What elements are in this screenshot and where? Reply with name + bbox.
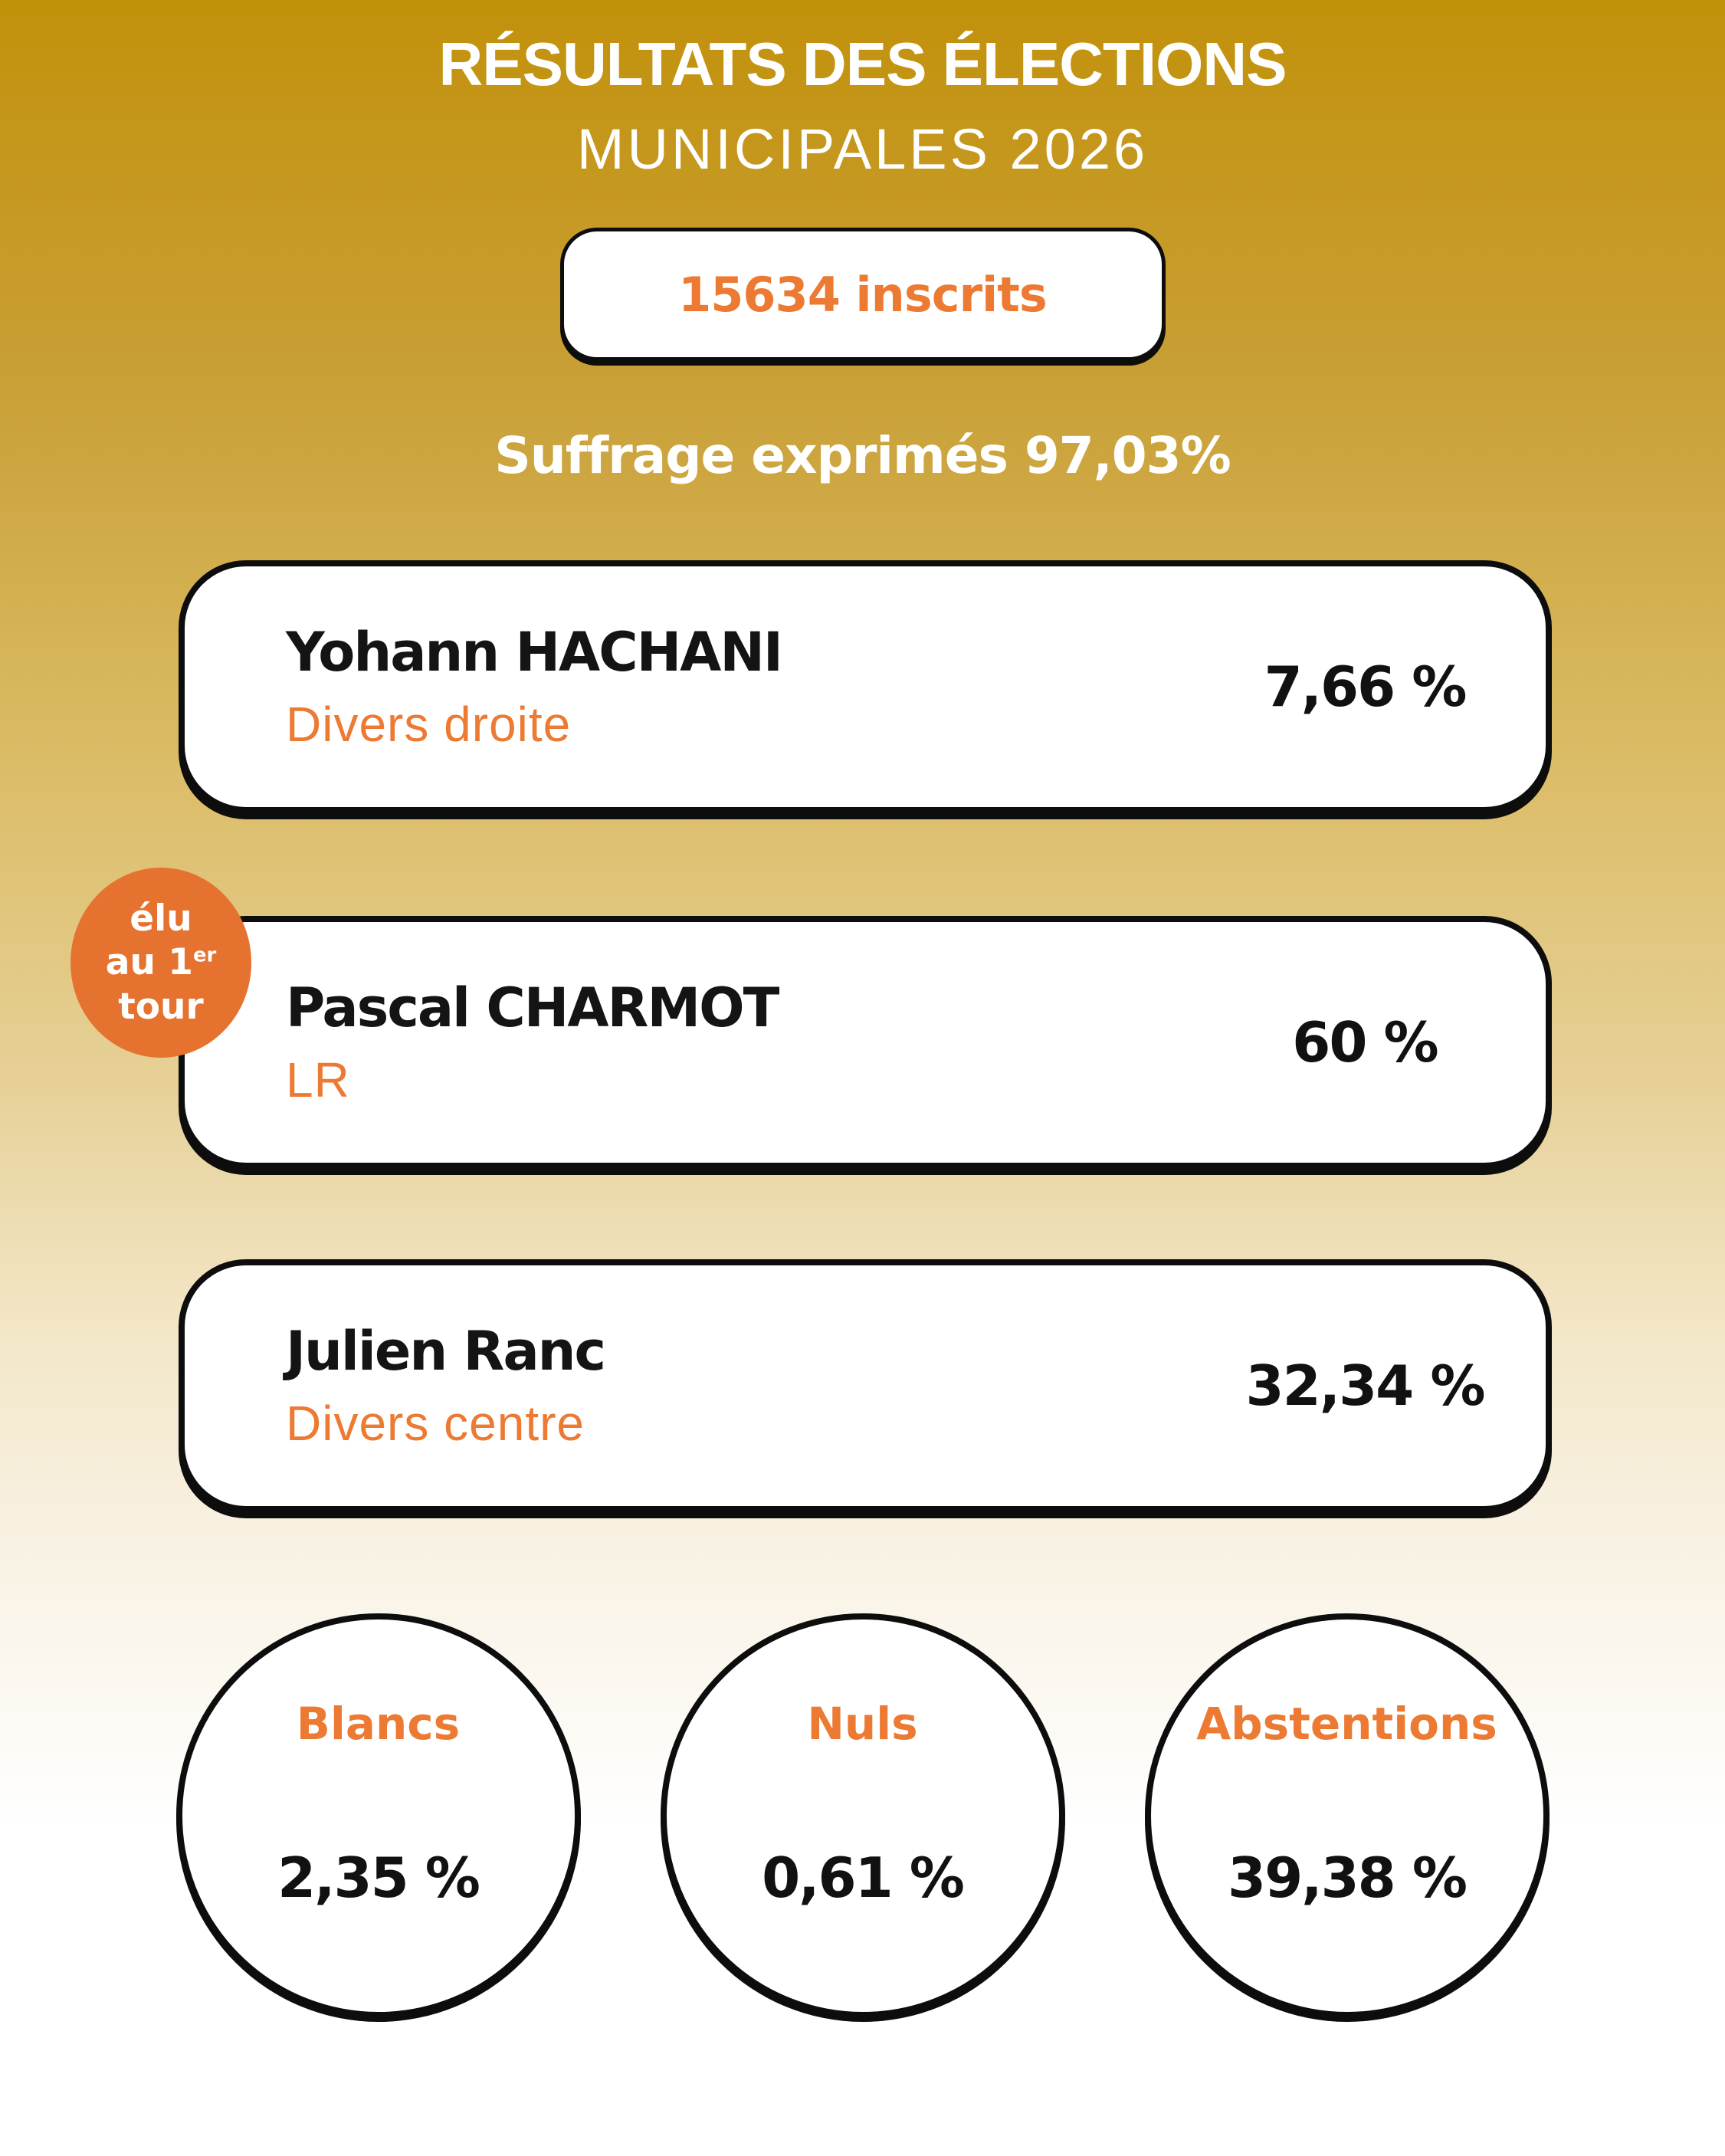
badge-line-2: au 1er [105, 941, 217, 984]
stat-label: Nuls [807, 1698, 918, 1750]
candidate-party: LR [286, 1052, 350, 1108]
stat-value: 39,38 % [1228, 1846, 1468, 1910]
candidate-party: Divers centre [286, 1396, 585, 1451]
stat-label: Abstentions [1196, 1698, 1497, 1750]
stat-circle-abstentions: Abstentions 39,38 % [1144, 1613, 1550, 2018]
elected-first-round-badge: élu au 1er tour [71, 868, 251, 1058]
page-title: RÉSULTATS DES ÉLECTIONS [438, 30, 1287, 98]
stat-circle-blancs: Blancs 2,35 % [175, 1613, 581, 2018]
registered-voters-pill: 15634 inscrits [559, 228, 1166, 361]
candidate-score: 32,34 % [1245, 1354, 1486, 1418]
candidate-info: Julien Ranc Divers centre [185, 1320, 606, 1452]
candidate-party: Divers droite [286, 697, 572, 752]
candidate-name: Yohann HACHANI [286, 621, 783, 684]
stat-circle-nuls: Nuls 0,61 % [660, 1613, 1065, 2018]
stats-row: Blancs 2,35 % Nuls 0,61 % Abstentions 39… [0, 1613, 1725, 2018]
stat-value: 0,61 % [762, 1846, 965, 1910]
candidate-card-hachani: Yohann HACHANI Divers droite 7,66 % [179, 560, 1552, 813]
candidate-card-charmot: Pascal CHARMOT LR 60 % [179, 916, 1552, 1169]
candidate-info: Pascal CHARMOT LR [185, 976, 779, 1108]
candidate-score: 60 % [1292, 1010, 1438, 1075]
badge-superscript: er [192, 943, 217, 967]
registered-voters-count: 15634 inscrits [678, 266, 1048, 323]
candidate-score: 7,66 % [1264, 655, 1468, 719]
candidate-card-ranc: Julien Ranc Divers centre 32,34 % [179, 1259, 1552, 1512]
stat-label: Blancs [296, 1698, 461, 1750]
stat-value: 2,35 % [277, 1846, 480, 1910]
badge-line-3: tour [118, 985, 204, 1028]
suffrage-exprimes-line: Suffrage exprimés 97,03% [494, 426, 1231, 485]
candidate-name: Julien Ranc [286, 1320, 606, 1383]
candidate-name: Pascal CHARMOT [286, 976, 779, 1039]
candidate-info: Yohann HACHANI Divers droite [185, 621, 783, 753]
badge-line-1: élu [130, 898, 192, 940]
page-subtitle: MUNICIPALES 2026 [576, 117, 1149, 181]
